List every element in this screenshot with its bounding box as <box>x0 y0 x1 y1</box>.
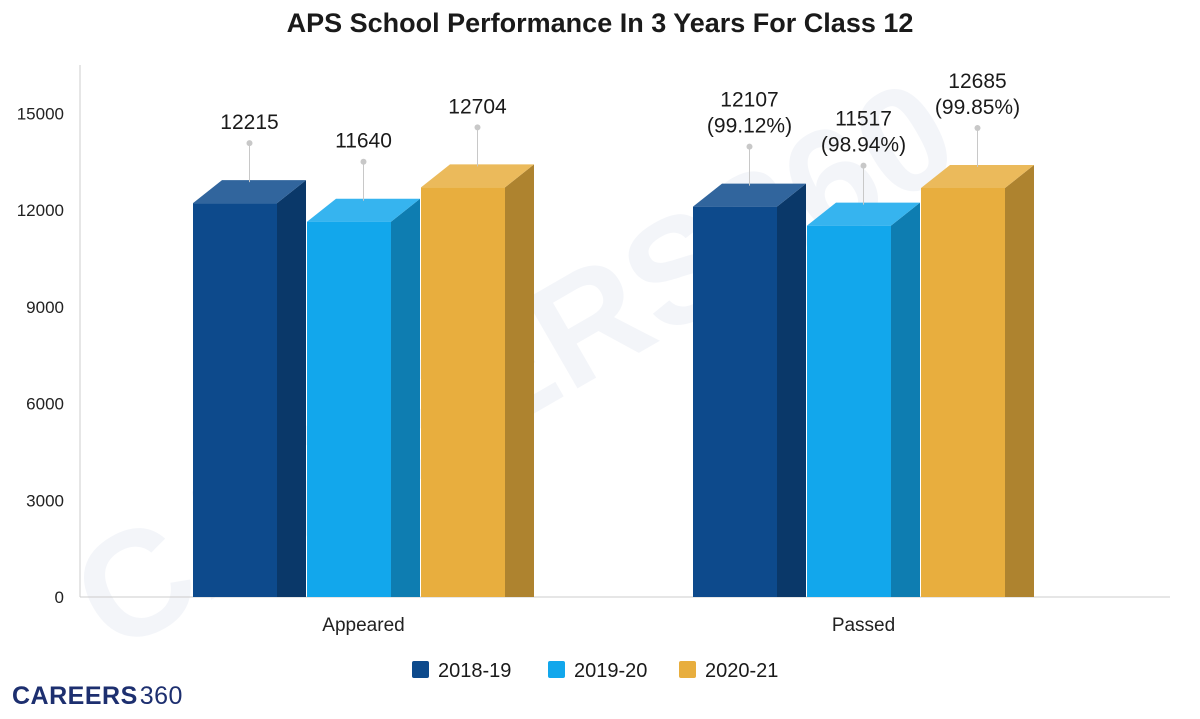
y-tick-label: 3000 <box>26 491 64 510</box>
data-label: 12215 <box>220 111 278 134</box>
chart-title: APS School Performance In 3 Years For Cl… <box>286 8 914 38</box>
bar-front <box>421 187 505 597</box>
bar-top <box>193 180 306 204</box>
bar-side <box>505 164 534 597</box>
bar-top <box>421 164 534 188</box>
data-label: (98.94%) <box>821 134 906 157</box>
bar <box>307 198 420 597</box>
bar <box>921 165 1034 597</box>
leader-dot <box>246 140 253 147</box>
bar-side <box>891 202 920 597</box>
bar-front <box>193 203 277 597</box>
bar-top <box>807 202 920 226</box>
brand-main: CAREERS <box>12 682 138 710</box>
bar-top <box>693 183 806 207</box>
x-category-label: Passed <box>832 615 895 636</box>
x-category-label: Appeared <box>322 615 404 636</box>
data-label: (99.85%) <box>935 96 1020 119</box>
bar-side <box>1005 165 1034 597</box>
leader-dot <box>474 124 481 131</box>
data-label: (99.12%) <box>707 115 792 138</box>
legend-item: 2018-19 <box>412 660 511 682</box>
data-label: 11517 <box>835 108 892 131</box>
bar-top <box>921 165 1034 189</box>
legend-item: 2019-20 <box>548 660 647 682</box>
bar-front <box>307 221 391 597</box>
bar <box>193 180 306 597</box>
y-tick-label: 15000 <box>17 104 64 123</box>
bar <box>807 202 920 597</box>
y-tick-label: 0 <box>55 588 64 607</box>
data-label: 12704 <box>448 95 507 118</box>
leader-dot <box>860 162 867 169</box>
bar <box>421 164 534 597</box>
leader-dot <box>360 158 367 165</box>
bar-side <box>777 183 806 597</box>
legend-swatch <box>679 661 696 678</box>
data-label: 12107 <box>720 89 778 112</box>
data-label: 11640 <box>335 130 392 153</box>
legend-item: 2020-21 <box>679 660 778 682</box>
data-label: 12685 <box>948 70 1006 93</box>
legend-swatch <box>412 661 429 678</box>
y-tick-label: 12000 <box>17 201 64 220</box>
legend-label: 2018-19 <box>438 660 511 682</box>
bar-top <box>307 198 420 222</box>
careers360-logo: CAREERS360 <box>12 682 183 711</box>
bar-side <box>391 198 420 597</box>
bar <box>693 183 806 597</box>
brand-suffix: 360 <box>139 682 183 710</box>
legend-label: 2020-21 <box>705 660 778 682</box>
legend-label: 2019-20 <box>574 660 647 682</box>
bar-front <box>921 188 1005 597</box>
bar-front <box>807 225 891 597</box>
bar-front <box>693 206 777 597</box>
y-tick-label: 6000 <box>26 395 64 414</box>
legend-swatch <box>548 661 565 678</box>
y-tick-label: 9000 <box>26 298 64 317</box>
bar-side <box>277 180 306 597</box>
leader-dot <box>746 143 753 150</box>
leader-dot <box>974 125 981 132</box>
